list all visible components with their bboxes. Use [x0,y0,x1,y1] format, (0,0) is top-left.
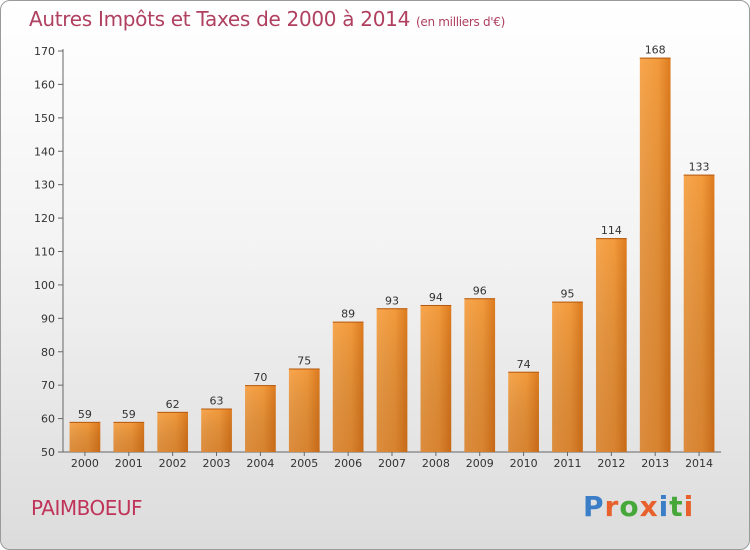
proxiti-logo: Proxiti [583,490,695,523]
x-tick-label: 2014 [685,457,713,470]
bar-shade [595,238,627,452]
logo-letter: i [658,490,670,523]
data-label: 95 [560,288,574,301]
data-label: 93 [385,294,399,307]
y-tick-label: 90 [41,312,55,325]
x-tick-label: 2010 [510,457,538,470]
bar-shade [113,421,145,452]
data-label: 94 [429,291,443,304]
bar-shade [245,385,276,452]
data-label: 74 [517,358,531,371]
x-tick-label: 2009 [466,457,494,470]
data-label: 114 [601,224,622,237]
bar-shade [464,298,496,452]
logo-letter: t [669,490,684,523]
x-tick-label: 2005 [290,457,318,470]
x-tick-label: 2008 [422,457,450,470]
y-tick-label: 60 [41,413,55,426]
data-label: 133 [689,161,710,174]
y-tick-label: 170 [34,45,55,58]
data-label: 96 [473,284,487,297]
x-tick-label: 2002 [159,457,187,470]
logo-letter: r [604,490,620,523]
data-label: 63 [210,395,224,408]
data-label: 59 [78,408,92,421]
x-tick-label: 2001 [115,457,143,470]
y-tick-label: 130 [34,179,55,192]
logo-letter: x [639,490,659,523]
data-label: 168 [645,44,666,57]
logo-letter: i [683,490,695,523]
bar-shade [508,371,539,452]
bar-shade [376,308,408,452]
y-tick-label: 160 [34,78,55,91]
y-tick-label: 80 [41,346,55,359]
y-tick-label: 150 [34,112,55,125]
bar-shade [332,321,364,452]
y-tick-label: 120 [34,212,55,225]
y-tick-label: 110 [34,246,55,259]
chart-title-text: Autres Impôts et Taxes de 2000 à 2014 [29,7,410,31]
x-tick-label: 2006 [334,457,362,470]
x-tick-label: 2013 [641,457,669,470]
data-label: 62 [166,398,180,411]
y-tick-label: 50 [41,446,55,459]
bar-shade [157,411,189,452]
y-tick-label: 70 [41,379,55,392]
bar-shade [639,57,671,452]
bar-shade [288,368,320,452]
logo-letter: P [583,490,605,523]
chart-title: Autres Impôts et Taxes de 2000 à 2014 (en… [29,7,505,31]
data-label: 89 [341,308,355,321]
x-tick-label: 2000 [71,457,99,470]
bar-shade [552,301,583,452]
x-tick-label: 2011 [553,457,581,470]
x-tick-label: 2012 [597,457,625,470]
data-label: 75 [297,354,311,367]
bar-shade [420,304,452,452]
chart-subtitle: (en milliers d'€) [416,15,506,29]
logo-letter: o [619,490,640,523]
place-name: PAIMBOEUF [31,496,143,520]
x-tick-label: 2003 [203,457,231,470]
bar-shade [201,408,232,452]
x-tick-label: 2004 [246,457,274,470]
data-label: 59 [122,408,136,421]
y-tick-label: 100 [34,279,55,292]
data-label: 70 [253,371,267,384]
x-tick-label: 2007 [378,457,406,470]
y-tick-label: 140 [34,145,55,158]
bar-shade [69,421,101,452]
bar-shade [683,174,715,452]
